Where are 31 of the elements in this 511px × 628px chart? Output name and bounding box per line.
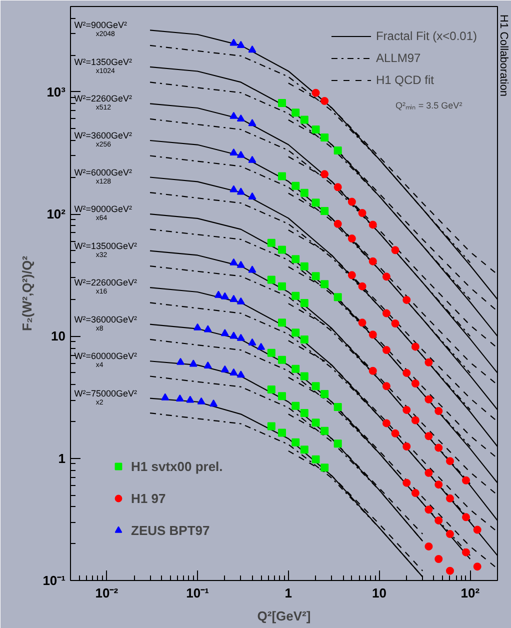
y-tick-label: 10² [46, 206, 66, 222]
legend-label: ZEUS BPT97 [131, 522, 210, 538]
legend-label: H1 97 [131, 490, 166, 506]
annotation: W²=60000GeV² [74, 351, 138, 362]
annotation: H1 Collaboration [498, 14, 510, 96]
y-tick-label: 1 [58, 450, 66, 466]
x-tick-label: 10⁻² [95, 586, 119, 600]
y-tick-label: 10⁻¹ [42, 573, 66, 588]
annotation: W²=22600GeV² [74, 278, 138, 288]
y-tick-label: 10 [51, 328, 66, 344]
annotation: W²=2260GeV² [74, 94, 132, 104]
annotation: W²=9000GeV² [74, 204, 132, 214]
annotation: W²=75000GeV² [74, 388, 138, 398]
x-tick-label: 10⁻¹ [186, 586, 209, 600]
x-tick-label: 10² [460, 586, 480, 600]
annotation: W²=6000GeV² [74, 167, 132, 178]
legend-label: Fractal Fit (x<0.01) [376, 29, 477, 43]
legend-label: H1 QCD fit [376, 73, 434, 87]
x-tick-label: 10 [372, 586, 387, 600]
annotation: W²=3600GeV² [74, 130, 132, 140]
y-tick-label: 10³ [46, 84, 66, 100]
annotation: W²=13500GeV² [74, 240, 138, 251]
x-axis-title: Q²[GeV²] [257, 608, 311, 624]
annotation: W²=1350GeV² [74, 56, 132, 67]
y-axis-title: F₂(W²,Q²)/Q² [20, 255, 35, 332]
x-tick-label: 1 [284, 586, 292, 600]
annotation: Q²ₘᵢₙ = 3.5 GeV² [396, 100, 462, 110]
legend-label: H1 svtx00 prel. [131, 458, 223, 474]
annotation: W²=36000GeV² [74, 314, 138, 324]
annotation: W²=900GeV² [74, 20, 128, 30]
legend-label: ALLM97 [376, 51, 421, 65]
